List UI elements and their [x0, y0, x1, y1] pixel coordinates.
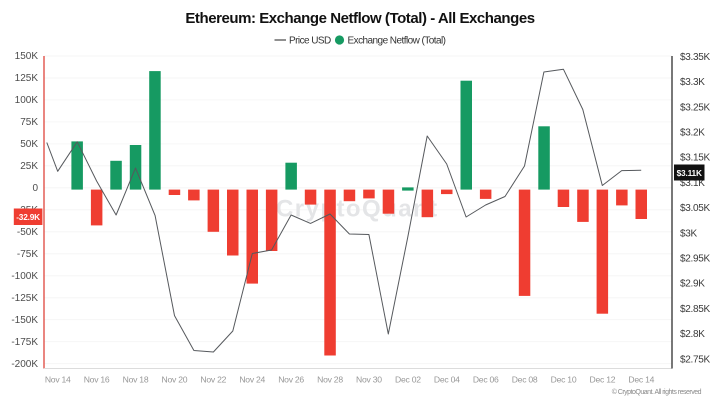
svg-text:$3.05K: $3.05K [680, 203, 711, 214]
svg-text:Dec 04: Dec 04 [434, 375, 460, 385]
svg-text:Dec 10: Dec 10 [551, 375, 577, 385]
svg-text:Nov 28: Nov 28 [317, 375, 343, 385]
svg-text:$3.35K: $3.35K [680, 52, 711, 63]
svg-text:$3.1K: $3.1K [680, 178, 705, 189]
svg-text:-150K: -150K [11, 315, 38, 326]
svg-text:Dec 02: Dec 02 [395, 375, 421, 385]
svg-text:Nov 22: Nov 22 [200, 375, 226, 385]
svg-text:Dec 14: Dec 14 [628, 375, 654, 385]
svg-text:75K: 75K [20, 117, 38, 128]
svg-text:$3.11K: $3.11K [677, 168, 702, 178]
svg-text:-50K: -50K [17, 227, 38, 238]
svg-text:$2.95K: $2.95K [680, 254, 711, 265]
svg-text:Nov 18: Nov 18 [123, 375, 149, 385]
svg-text:$3.15K: $3.15K [680, 153, 711, 164]
svg-text:Price USD: Price USD [289, 36, 331, 47]
svg-text:25K: 25K [20, 161, 38, 172]
svg-text:Nov 16: Nov 16 [84, 375, 110, 385]
svg-text:Ethereum: Exchange Netflow (To: Ethereum: Exchange Netflow (Total) - All… [185, 10, 534, 27]
svg-text:$2.75K: $2.75K [680, 354, 711, 365]
svg-text:$2.9K: $2.9K [680, 279, 705, 290]
svg-text:Nov 30: Nov 30 [356, 375, 382, 385]
svg-text:$2.85K: $2.85K [680, 304, 711, 315]
svg-text:$3.2K: $3.2K [680, 128, 705, 139]
svg-text:-100K: -100K [11, 271, 38, 282]
svg-text:Nov 14: Nov 14 [45, 375, 71, 385]
svg-text:CryptoQuant: CryptoQuant [276, 195, 439, 222]
svg-text:$2.8K: $2.8K [680, 329, 705, 340]
svg-text:$3.3K: $3.3K [680, 77, 705, 88]
svg-text:Dec 12: Dec 12 [590, 375, 616, 385]
svg-text:50K: 50K [20, 139, 38, 150]
svg-text:Nov 20: Nov 20 [162, 375, 188, 385]
svg-text:100K: 100K [15, 95, 39, 106]
svg-text:Nov 26: Nov 26 [278, 375, 304, 385]
svg-text:Nov 24: Nov 24 [239, 375, 265, 385]
svg-text:-125K: -125K [11, 293, 38, 304]
svg-text:Exchange Netflow (Total): Exchange Netflow (Total) [348, 36, 446, 47]
svg-text:150K: 150K [15, 51, 39, 62]
svg-text:-175K: -175K [11, 337, 38, 348]
svg-text:© CryptoQuant. All rights rese: © CryptoQuant. All rights reserved [612, 388, 702, 396]
svg-text:125K: 125K [15, 73, 39, 84]
svg-text:-32.9K: -32.9K [16, 212, 40, 222]
svg-text:-75K: -75K [17, 249, 38, 260]
svg-text:Dec 06: Dec 06 [473, 375, 499, 385]
svg-text:$3K: $3K [680, 228, 698, 239]
svg-text:-200K: -200K [11, 359, 38, 370]
svg-text:$3.25K: $3.25K [680, 102, 711, 113]
svg-text:Dec 08: Dec 08 [512, 375, 538, 385]
svg-text:0: 0 [32, 183, 38, 194]
